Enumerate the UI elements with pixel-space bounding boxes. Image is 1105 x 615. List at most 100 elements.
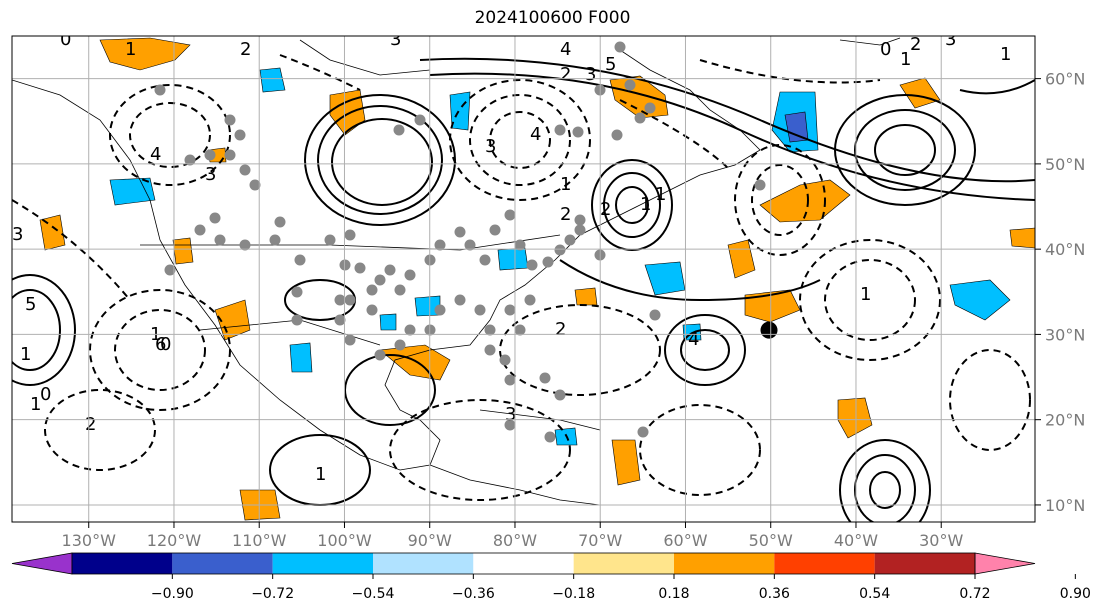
contour-label: 3 [485,136,496,157]
contour-label: 2 [85,414,96,435]
longitude-axis: 130°W 120°W 110°W 100°W 90°W 80°W 70°W 60°W 50°W… [62,522,963,550]
lon-tick-label: 100°W [317,531,372,550]
station-dot [224,114,236,126]
station-dot [542,256,554,268]
contour-label: 1 [860,284,871,305]
contour-label: 1 [1000,44,1011,65]
colorbar-tick-label: −0.54 [352,586,395,602]
contour-label: 2 [240,39,251,60]
station-dot [404,269,416,281]
contour-label: 5 [605,54,616,75]
contour-label: 0 [160,334,171,355]
colorbar-bin [72,553,173,574]
colorbar-outline [71,552,976,575]
contour-label: 2 [555,319,566,340]
station-dot [554,124,566,136]
station-dot [454,226,466,238]
station-dot [524,294,536,306]
contour-label: 3 [205,164,216,185]
contour-label: 1 [20,344,31,365]
lon-tick-label: 30°W [919,531,963,550]
station-dot [374,349,386,361]
lat-tick-label: 40°N [1045,240,1085,259]
colorbar-tick-label: 0.54 [859,586,890,602]
station-dot [204,149,216,161]
station-dot [344,229,356,241]
station-dot [454,294,466,306]
station-dot [194,224,206,236]
contour-label: 2 [560,64,571,85]
contour-label: 1 [640,194,651,215]
lat-tick-label: 20°N [1045,411,1085,430]
shaded-anomalies [39,37,1035,521]
station-dot [499,354,511,366]
station-dot [394,284,406,296]
station-dot [554,389,566,401]
station-dot [209,212,221,224]
lon-tick-label: 120°W [147,531,202,550]
colorbar-tick-label: 0.72 [959,586,990,602]
contour-label: 0 [880,39,891,60]
station-dot [611,129,623,141]
station-dot [514,324,526,336]
contour-label: 1 [655,184,666,205]
lat-tick-label: 60°N [1045,70,1085,89]
station-dot [291,314,303,326]
station-dot [637,426,649,438]
station-dot [394,339,406,351]
station-dot [414,114,426,126]
colorbar-bin [874,553,975,574]
colorbar-tick-label: 0.36 [759,586,790,602]
graticule [12,36,1035,522]
contour-label: 1 [560,174,571,195]
station-dot [393,124,405,136]
lat-tick-label: 30°N [1045,325,1085,344]
station-dot [564,234,576,246]
lon-tick-label: 130°W [62,531,117,550]
station-dot [366,284,378,296]
colorbar-bin [573,553,674,574]
station-dot [334,294,346,306]
station-dot [514,239,526,251]
lat-tick-label: 10°N [1045,496,1085,515]
station-dot [624,79,636,91]
colorbar-tick-label: 0.90 [1060,586,1091,602]
contour-label: 3 [945,29,956,50]
station-dot [274,216,286,228]
coastlines [12,37,901,506]
contour-label: 4 [150,144,161,165]
station-dot [479,254,491,266]
station-dot [324,234,336,246]
contour-label: 1 [30,394,41,415]
lon-tick-label: 110°W [232,531,287,550]
contour-label: 2 [910,34,921,55]
station-dot [574,214,586,226]
colorbar: −0.90 −0.72 −0.54 −0.36 −0.18 0.18 0.36 0.54 0.7… [11,552,1091,602]
contour-label: 3 [505,404,516,425]
station-dot [239,239,251,251]
station-dot [234,129,246,141]
station-dot [434,239,446,251]
contour-label: 6 [155,334,166,355]
station-dot [334,314,346,326]
contour-label: 3 [585,64,596,85]
station-dot [754,179,766,191]
contour-label: 2 [560,204,571,225]
station-dot [649,309,661,321]
colorbar-tick-label: −0.72 [251,586,294,602]
station-dot [184,154,196,166]
station-dot [224,149,236,161]
station-dot [544,431,556,443]
contour-label: 2 [600,199,611,220]
contour-label: 3 [12,224,23,245]
station-dot [474,304,486,316]
colorbar-tick-label: −0.36 [452,586,495,602]
colorbar-bin [172,553,273,574]
lat-tick-label: 50°N [1045,155,1085,174]
colorbar-under-arrow [11,552,73,575]
station-dot [404,324,416,336]
contour-label: 3 [390,29,401,50]
